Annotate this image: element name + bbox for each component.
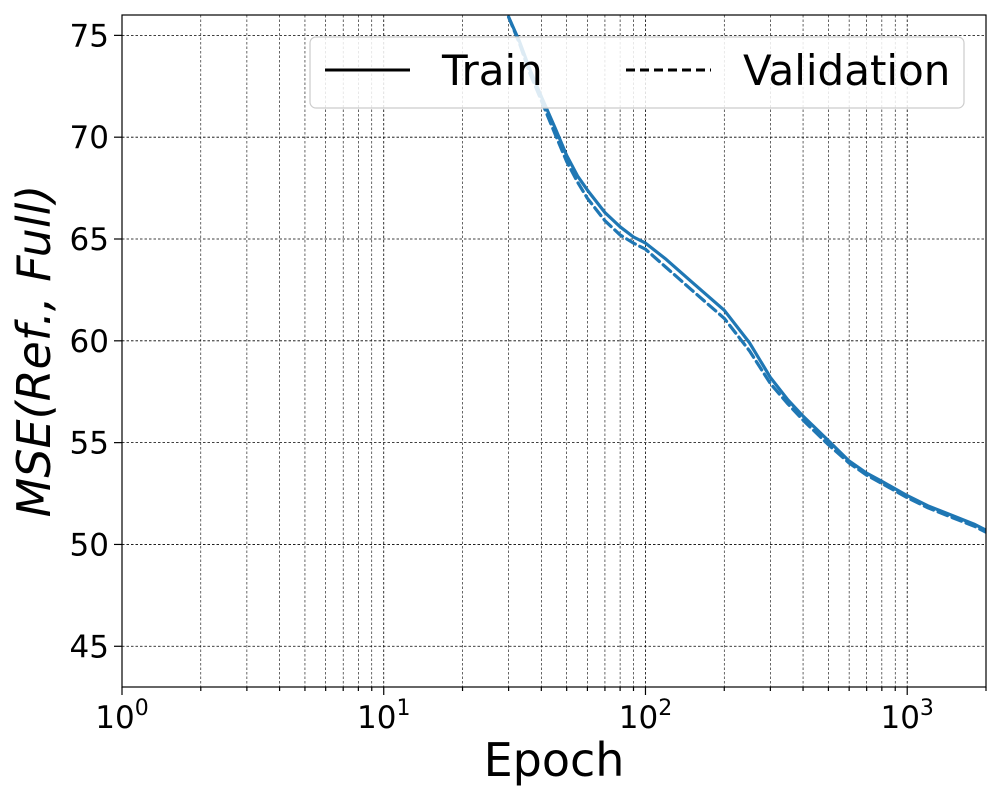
x-tick-label-base: 10 [357, 700, 396, 736]
y-tick-label: 45 [70, 629, 109, 665]
y-tick-label: 75 [70, 18, 109, 54]
x-tick-label-base: 10 [880, 700, 919, 736]
legend-label-validation: Validation [743, 46, 950, 95]
plot-background [122, 15, 986, 687]
x-tick-label-exponent: 3 [920, 696, 934, 721]
y-tick-label: 60 [70, 324, 109, 360]
y-axis-title: MSE(Ref., Full) [7, 185, 61, 518]
x-tick-label-exponent: 2 [658, 696, 672, 721]
y-tick-label: 70 [70, 120, 109, 156]
x-tick-label: 103 [880, 696, 933, 736]
y-tick-label: 55 [70, 426, 109, 462]
legend-box [309, 36, 965, 109]
x-tick-label: 100 [95, 696, 148, 736]
x-tick-label: 101 [357, 696, 410, 736]
legend: Train Validation [309, 36, 965, 109]
y-tick-label: 50 [70, 527, 109, 563]
y-tick-label: 65 [70, 222, 109, 258]
y-axis: 45 50 55 60 65 70 75 [70, 18, 122, 665]
grid [121, 15, 987, 687]
series-line-validation [507, 15, 986, 534]
x-tick-label: 102 [619, 696, 672, 736]
series-layer [507, 15, 986, 534]
legend-label-train: Train [441, 46, 543, 95]
x-axis: 100 101 102 103 [95, 687, 987, 736]
x-tick-label-exponent: 1 [396, 696, 410, 721]
x-tick-label-exponent: 0 [135, 696, 149, 721]
series-line-train [507, 15, 986, 532]
x-tick-label-base: 10 [95, 700, 134, 736]
plot-frame [121, 14, 987, 688]
x-axis-title: Epoch [484, 733, 625, 787]
x-tick-label-base: 10 [619, 700, 658, 736]
